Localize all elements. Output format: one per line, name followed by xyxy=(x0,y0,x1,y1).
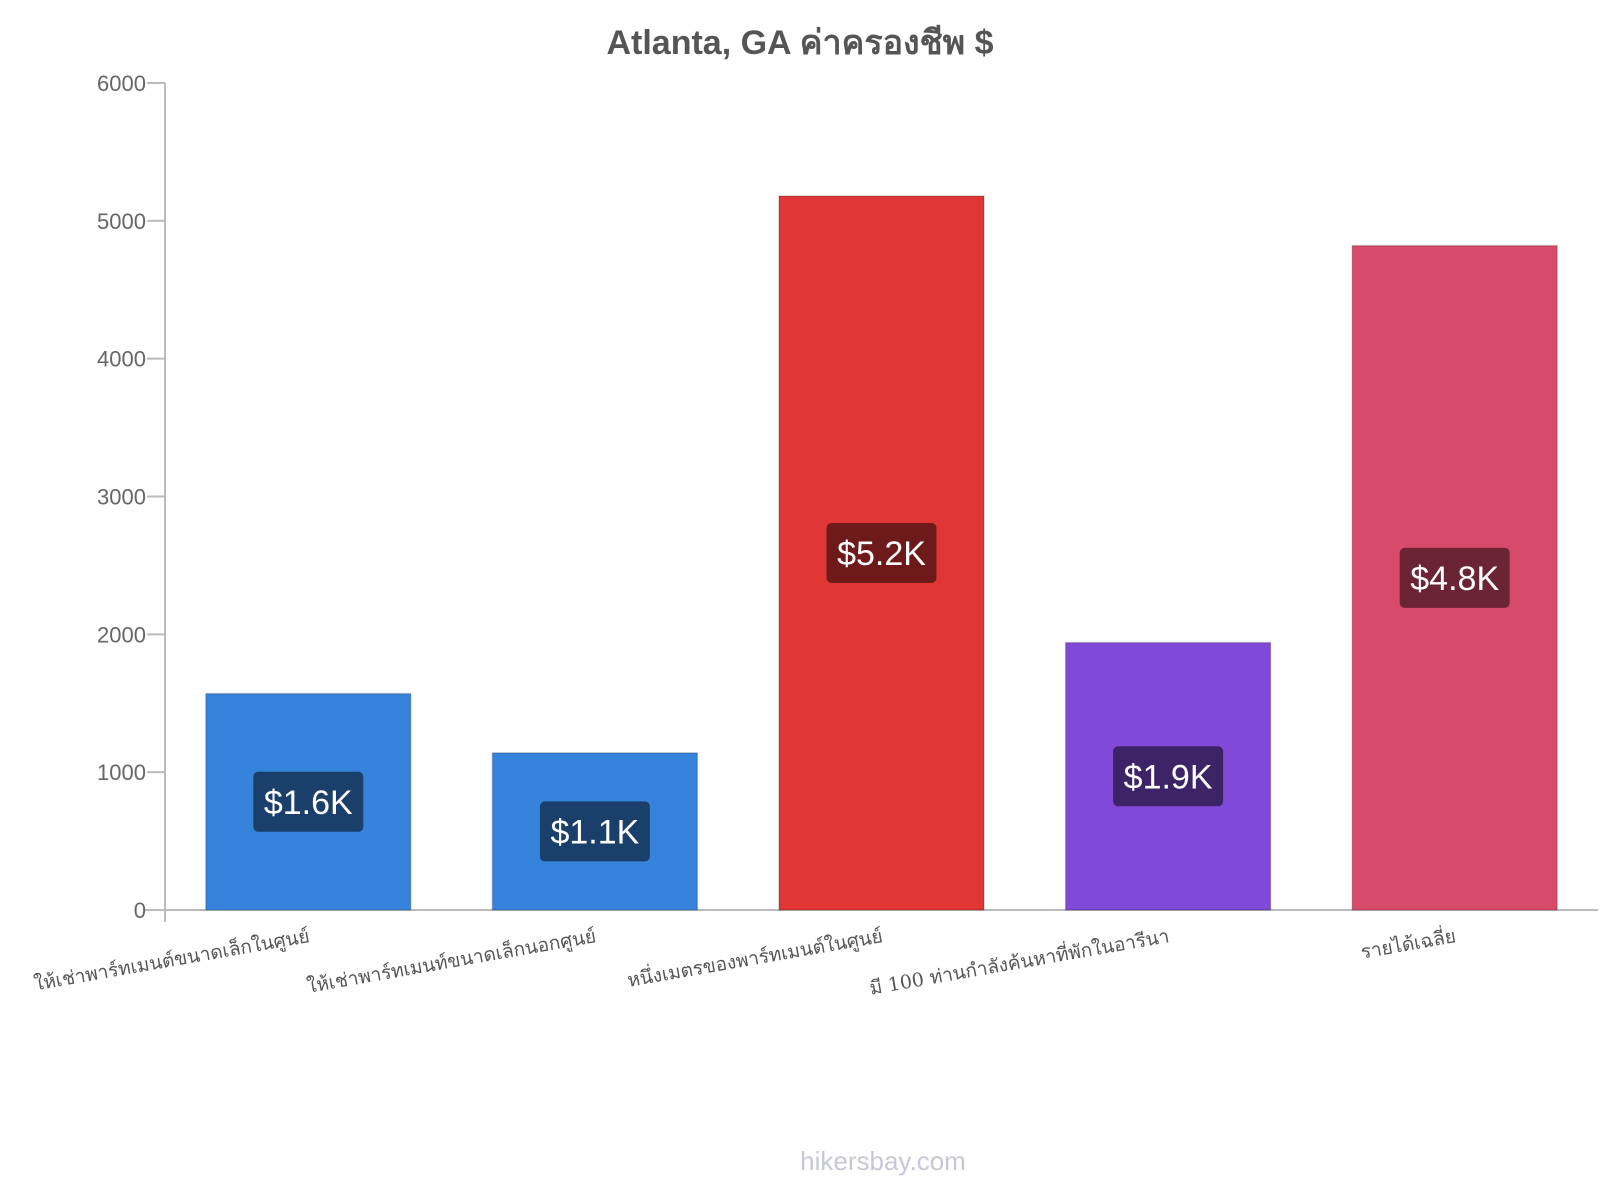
x-category-label: ให้เช่าพาร์ทเมนต์ขนาดเล็กในศูนย์ xyxy=(32,923,311,995)
x-axis-labels: ให้เช่าพาร์ทเมนต์ขนาดเล็กในศูนย์ให้เช่าพ… xyxy=(32,922,1458,999)
bars-group: $1.6K $1.1K $5.2K $1.9K $4.8K xyxy=(205,195,1558,911)
bar-value-badge xyxy=(539,801,650,862)
bar-value-label: $5.2K xyxy=(837,535,926,573)
x-category-label: มี 100 ท่านกำลังค้นหาที่พักในอารีนา xyxy=(867,922,1171,999)
bar-value-badge xyxy=(1399,547,1510,608)
y-tick-label: 3000 xyxy=(97,485,146,510)
bar-value-label: $4.8K xyxy=(1410,560,1499,598)
bar-value-badge xyxy=(826,523,937,584)
y-tick-label: 6000 xyxy=(97,71,146,96)
bar-value-label: $1.9K xyxy=(1124,758,1213,796)
bar-value-badge xyxy=(1113,746,1224,807)
bar-value-label: $1.6K xyxy=(264,784,353,822)
x-category-label: รายได้เฉลี่ย xyxy=(1359,922,1458,963)
bar-value-label: $1.1K xyxy=(550,813,639,851)
x-category-label: ให้เช่าพาร์ทเมนท์ขนาดเล็กนอกศูนย์ xyxy=(305,923,598,998)
chart-title: Atlanta, GA ค่าครองชีพ $ xyxy=(606,24,993,62)
x-category-label: หนึ่งเมตรของพาร์ทเมนต์ในศูนย์ xyxy=(625,922,884,992)
y-tick-label: 4000 xyxy=(97,347,146,372)
bar-value-badge xyxy=(253,771,364,832)
watermark: hikersbay.com xyxy=(800,1146,966,1176)
y-tick-label: 1000 xyxy=(97,760,146,785)
y-tick-label: 0 xyxy=(134,898,146,923)
y-tick-label: 5000 xyxy=(97,209,146,234)
y-tick-label: 2000 xyxy=(97,622,146,647)
